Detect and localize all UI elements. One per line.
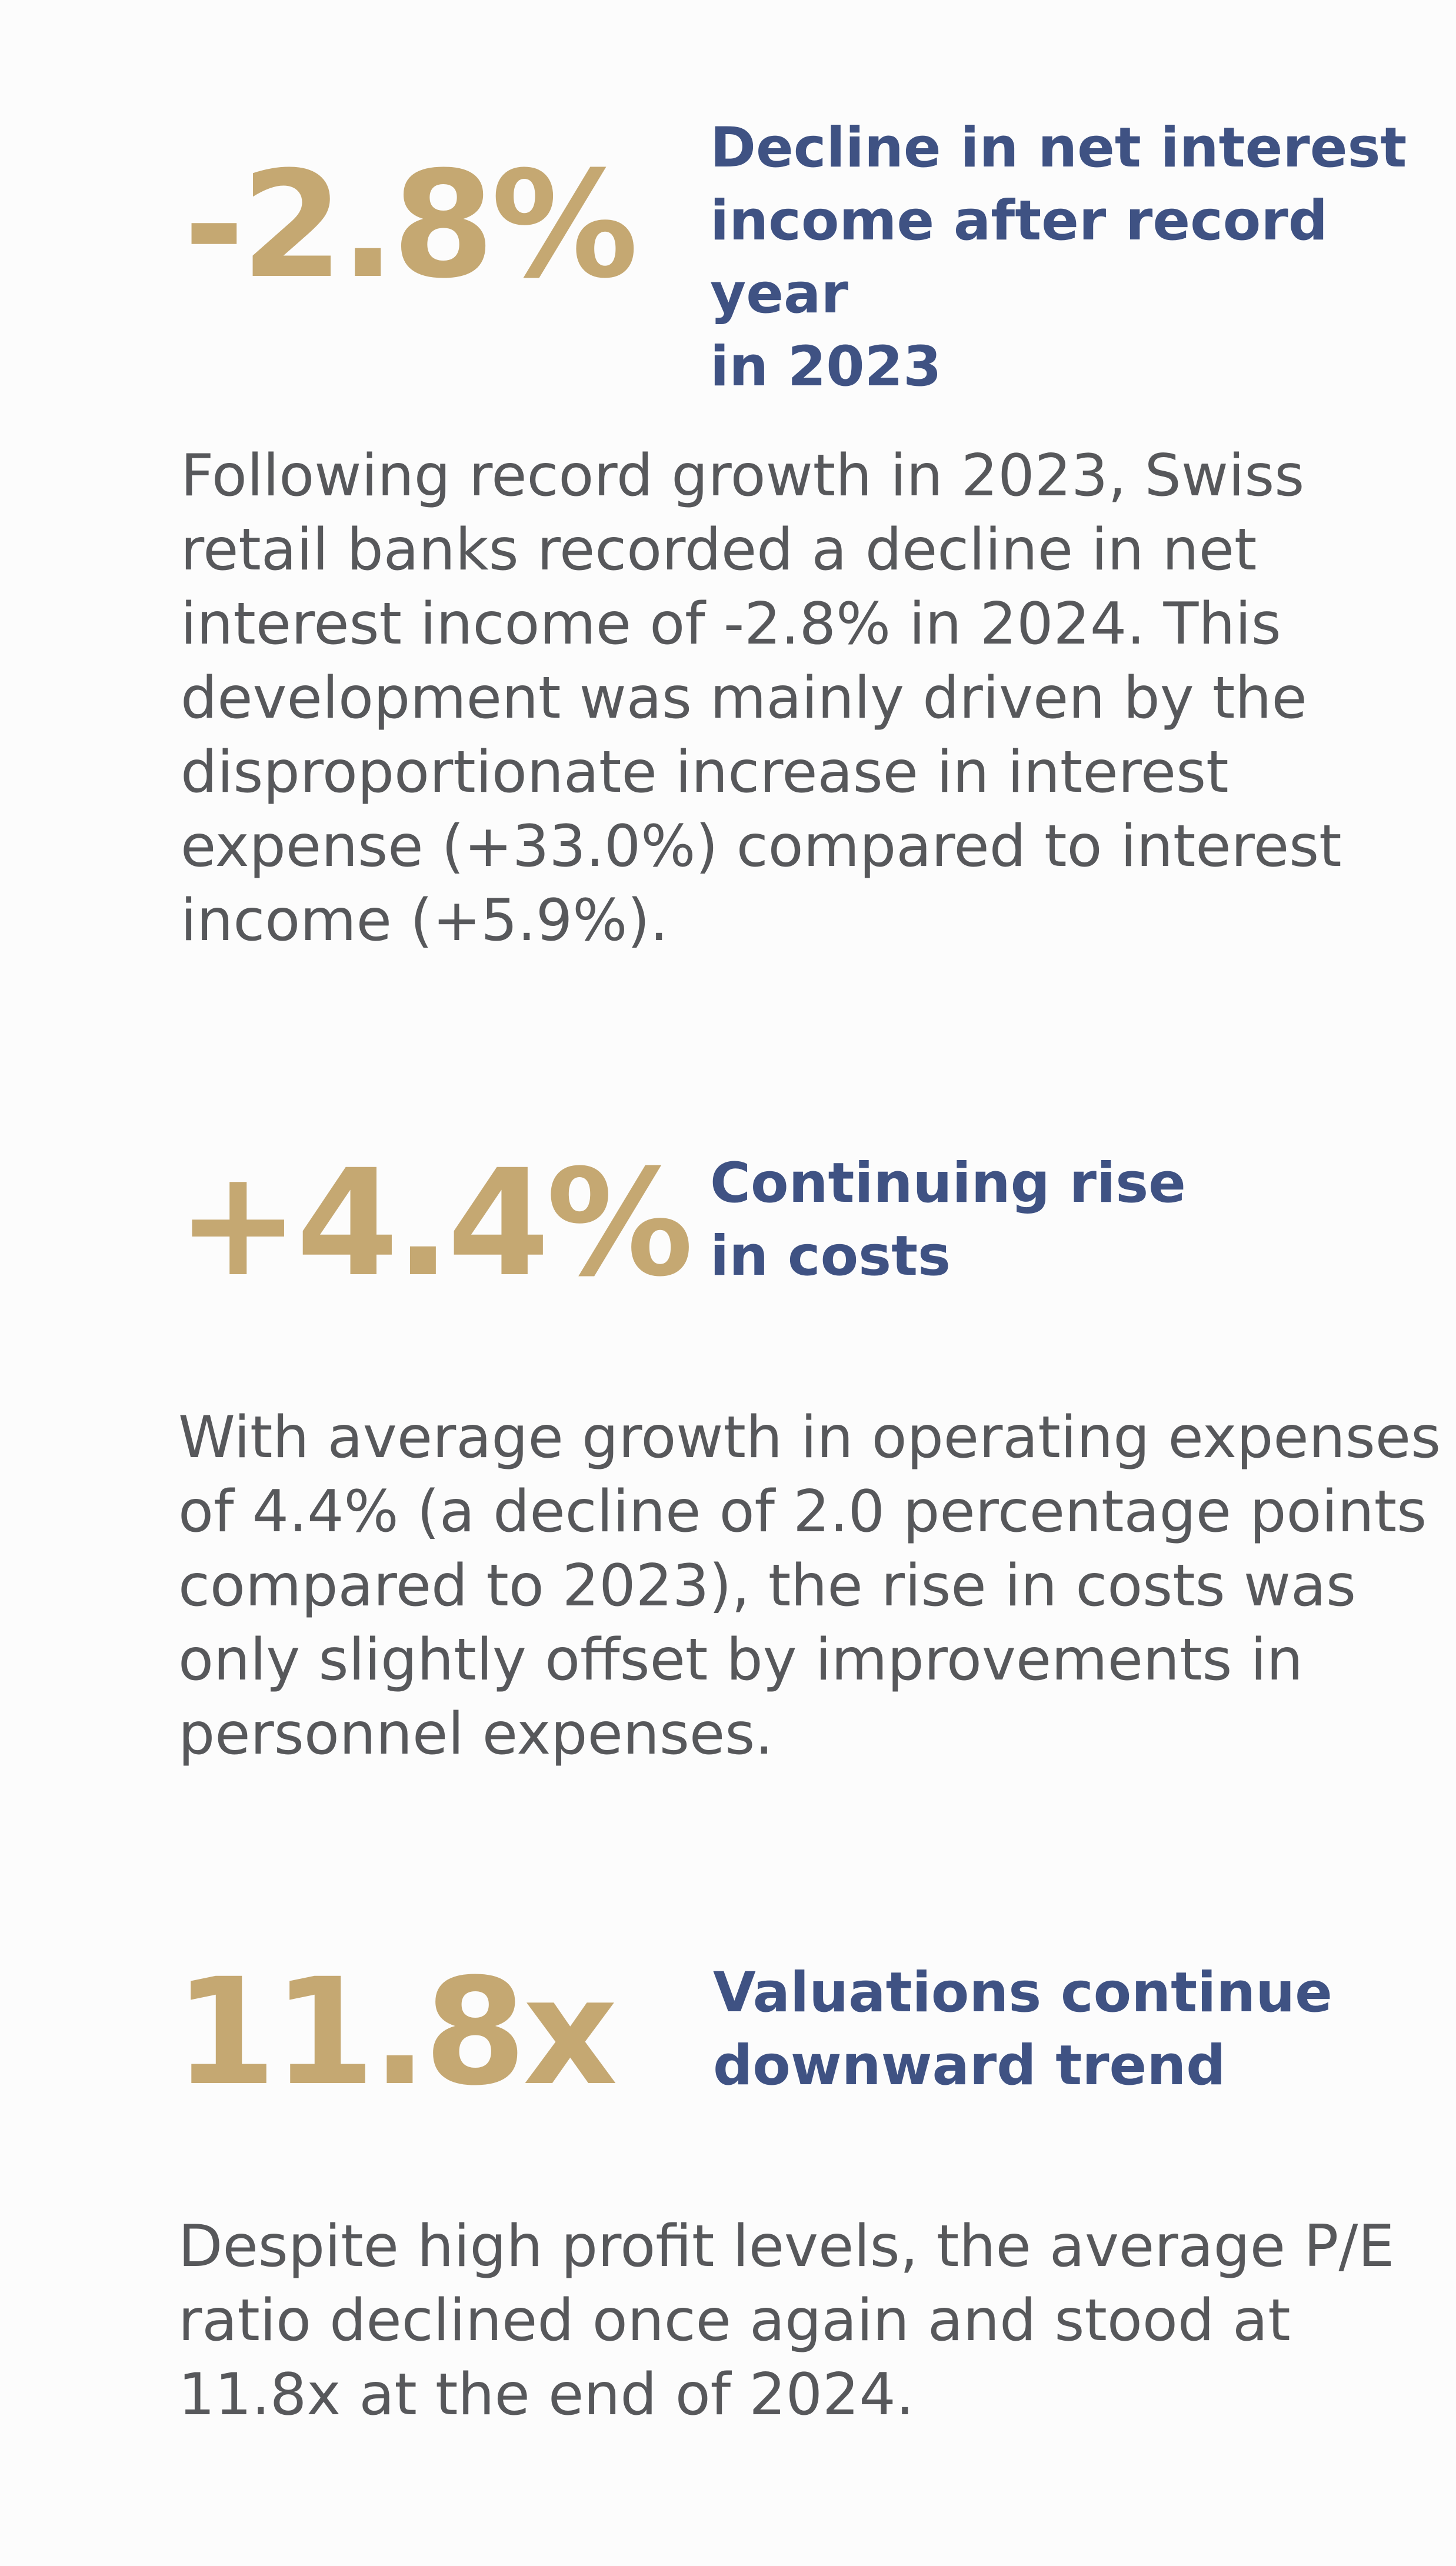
kpi-description: Despite high profit levels, the average … bbox=[178, 2213, 1395, 2428]
kpi-description: With average growth in operating expense… bbox=[178, 1404, 1441, 1768]
kpi-value: +4.4% bbox=[176, 1138, 694, 1309]
kpi-headline: Valuations continue downward trend bbox=[713, 1961, 1332, 2098]
kpi-headline: Continuing rise in costs bbox=[710, 1151, 1186, 1288]
kpi-headline: Decline in net interest income after rec… bbox=[710, 116, 1407, 399]
kpi-value: -2.8% bbox=[184, 139, 638, 311]
kpi-value: 11.8x bbox=[174, 1947, 618, 2118]
kpi-description: Following record growth in 2023, Swiss r… bbox=[181, 442, 1342, 954]
